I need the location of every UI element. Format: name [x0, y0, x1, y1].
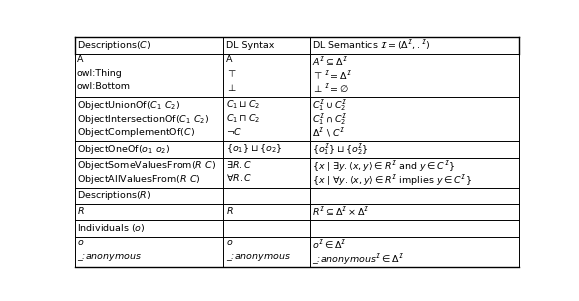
Text: $\_$:anonymous: $\_$:anonymous [226, 252, 291, 263]
Text: $R^\mathcal{I} \subseteq \Delta^\mathcal{I} \times \Delta^\mathcal{I}$: $R^\mathcal{I} \subseteq \Delta^\mathcal… [312, 205, 370, 218]
Text: $R$: $R$ [77, 205, 85, 216]
Text: $\forall R.C$: $\forall R.C$ [226, 173, 252, 183]
Text: owl:Thing: owl:Thing [77, 69, 123, 78]
Text: $C_1^\mathcal{I} \cup C_2^\mathcal{I}$: $C_1^\mathcal{I} \cup C_2^\mathcal{I}$ [312, 99, 347, 114]
Text: Individuals ($o$): Individuals ($o$) [77, 222, 145, 234]
Text: $o$: $o$ [77, 238, 84, 247]
Text: ObjectIntersectionOf($C_1$ $C_2$): ObjectIntersectionOf($C_1$ $C_2$) [77, 113, 209, 126]
Text: $\{x \mid \exists y.\langle x,y\rangle \in R^\mathcal{I}$ and $y \in C^\mathcal{: $\{x \mid \exists y.\langle x,y\rangle \… [312, 159, 456, 174]
Text: $\{x \mid \forall y.\langle x,y\rangle \in R^\mathcal{I}$ implies $y \in C^\math: $\{x \mid \forall y.\langle x,y\rangle \… [312, 173, 472, 188]
Text: $C_1^\mathcal{I} \cap C_2^\mathcal{I}$: $C_1^\mathcal{I} \cap C_2^\mathcal{I}$ [312, 113, 347, 128]
Text: $C_1 \sqcap C_2$: $C_1 \sqcap C_2$ [226, 113, 260, 125]
Text: $\neg C$: $\neg C$ [226, 126, 242, 137]
Text: $\{o_1\} \sqcup \{o_2\}$: $\{o_1\} \sqcup \{o_2\}$ [226, 143, 283, 155]
Text: DL Semantics $\mathcal{I} = (\Delta^\mathcal{I}, .^\mathcal{I})$: DL Semantics $\mathcal{I} = (\Delta^\mat… [312, 39, 431, 52]
Text: ObjectAllValuesFrom($R$ $C$): ObjectAllValuesFrom($R$ $C$) [77, 173, 201, 186]
Text: DL Syntax: DL Syntax [226, 41, 274, 50]
Text: $\top^\mathcal{I} = \Delta^\mathcal{I}$: $\top^\mathcal{I} = \Delta^\mathcal{I}$ [312, 69, 353, 82]
Text: Descriptions($C$): Descriptions($C$) [77, 39, 151, 52]
Text: $o$: $o$ [226, 238, 233, 247]
Text: $R$: $R$ [226, 205, 233, 216]
Text: $\bot^\mathcal{I} = \emptyset$: $\bot^\mathcal{I} = \emptyset$ [312, 82, 350, 95]
Text: $\Delta^\mathcal{I} \setminus C^\mathcal{I}$: $\Delta^\mathcal{I} \setminus C^\mathcal… [312, 126, 346, 139]
Text: ObjectUnionOf($C_1$ $C_2$): ObjectUnionOf($C_1$ $C_2$) [77, 99, 180, 112]
Text: $\{o_1^\mathcal{I}\} \sqcup \{o_2^\mathcal{I}\}$: $\{o_1^\mathcal{I}\} \sqcup \{o_2^\mathc… [312, 143, 369, 158]
Text: Descriptions($R$): Descriptions($R$) [77, 189, 151, 202]
Text: ObjectSomeValuesFrom($R$ $C$): ObjectSomeValuesFrom($R$ $C$) [77, 159, 216, 172]
Text: $\_$:anonymous: $\_$:anonymous [77, 252, 142, 263]
Text: ObjectOneOf($o_1$ $o_2$): ObjectOneOf($o_1$ $o_2$) [77, 143, 170, 156]
Text: $\bot$: $\bot$ [226, 82, 237, 93]
Text: $C_1 \sqcup C_2$: $C_1 \sqcup C_2$ [226, 99, 260, 111]
Text: A: A [226, 55, 232, 64]
Text: owl:Bottom: owl:Bottom [77, 82, 131, 92]
Text: $\_$:anonymous$^\mathcal{I} \in \Delta^\mathcal{I}$: $\_$:anonymous$^\mathcal{I} \in \Delta^\… [312, 252, 404, 267]
Text: $A^\mathcal{I} \subseteq \Delta^\mathcal{I}$: $A^\mathcal{I} \subseteq \Delta^\mathcal… [312, 55, 348, 68]
Text: $o^\mathcal{I} \in \Delta^\mathcal{I}$: $o^\mathcal{I} \in \Delta^\mathcal{I}$ [312, 238, 347, 251]
Text: $\exists R.C$: $\exists R.C$ [226, 159, 252, 170]
Text: ObjectComplementOf($C$): ObjectComplementOf($C$) [77, 126, 195, 139]
Text: $\top$: $\top$ [226, 69, 237, 79]
Text: A: A [77, 55, 83, 64]
